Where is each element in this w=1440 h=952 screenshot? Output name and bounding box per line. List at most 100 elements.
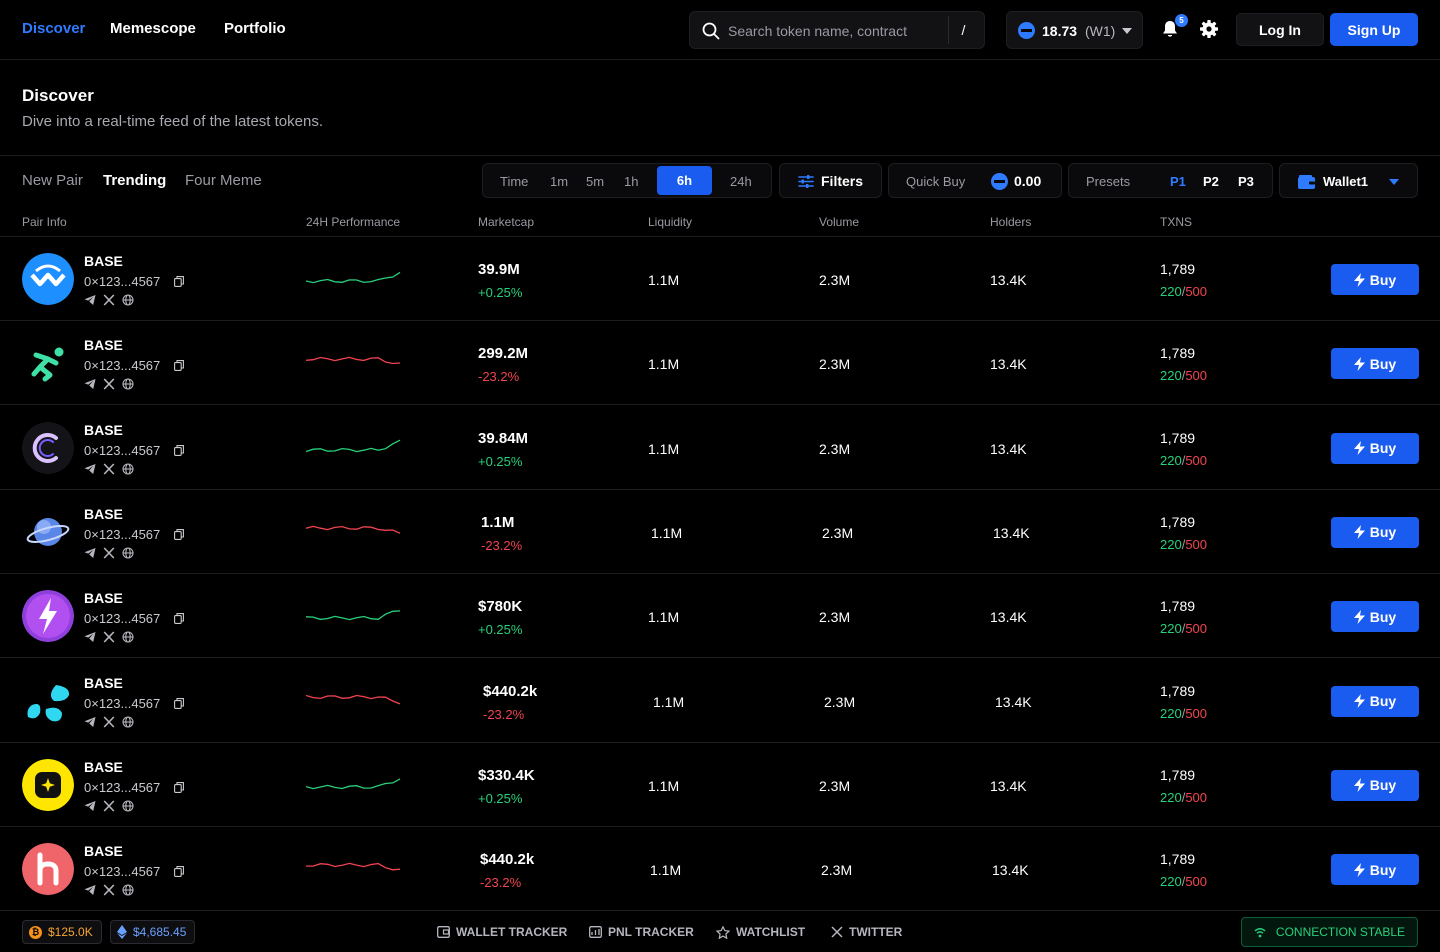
buy-button[interactable]: Buy [1331, 685, 1419, 717]
nav-link-portfolio[interactable]: Portfolio [224, 20, 286, 37]
gear-icon[interactable] [1199, 19, 1219, 39]
eth-price-pill[interactable]: $4,685.45 [110, 920, 196, 944]
table-row[interactable]: BASE 0×123...4567 $780K +0.25% 1.1M 2.3M… [0, 574, 1440, 659]
timeframe-1m[interactable]: 1m [550, 174, 569, 189]
x-logo-icon[interactable] [103, 378, 115, 390]
table-row[interactable]: BASE 0×123...4567 1.1M -23.2% 1.1M 2.3M … [0, 490, 1440, 574]
preset-p1[interactable]: P1 [1170, 174, 1186, 189]
txns-value: 1,789 [1160, 345, 1196, 362]
x-logo-icon[interactable] [103, 631, 115, 643]
table-row[interactable]: BASE 0×123...4567 $440.2k -23.2% 1.1M 2.… [0, 827, 1440, 912]
tab-four-meme[interactable]: Four Meme [185, 172, 262, 189]
telegram-icon[interactable] [84, 800, 96, 812]
timeframe-6h[interactable]: 6h [657, 166, 712, 195]
search-box: / [689, 11, 985, 49]
filters-button[interactable]: Filters [779, 163, 882, 198]
bell-icon[interactable] [1160, 19, 1180, 39]
buy-button[interactable]: Buy [1331, 601, 1419, 633]
telegram-icon[interactable] [84, 884, 96, 896]
balance-selector[interactable]: 18.73 (W1) [1006, 11, 1143, 49]
telegram-icon[interactable] [84, 716, 96, 728]
txns-buy-sell: 220/500 [1160, 536, 1208, 552]
buy-button[interactable]: Buy [1331, 854, 1419, 886]
x-logo-icon[interactable] [103, 547, 115, 559]
search-shortcut-key: / [948, 16, 978, 44]
btc-price-pill[interactable]: ₿ $125.0K [22, 920, 102, 944]
column-volume[interactable]: Volume [819, 215, 860, 229]
column-txns[interactable]: TXNS [1160, 215, 1193, 229]
x-logo-icon[interactable] [103, 463, 115, 475]
wallet-selector[interactable]: Wallet1 [1279, 163, 1418, 198]
globe-icon[interactable] [122, 800, 134, 812]
copy-icon[interactable] [174, 528, 184, 540]
watchlist-link[interactable]: WATCHLIST [716, 925, 805, 939]
signup-button[interactable]: Sign Up [1330, 13, 1418, 46]
presets: Presets P1 P2 P3 [1068, 163, 1273, 198]
buy-button[interactable]: Buy [1331, 769, 1419, 801]
buy-button[interactable]: Buy [1331, 432, 1419, 464]
table-row[interactable]: BASE 0×123...4567 $440.2k -23.2% 1.1M 2.… [0, 659, 1440, 743]
chain-label: BASE [84, 505, 123, 522]
marketcap-value: 39.9M [478, 261, 520, 278]
column-marketcap[interactable]: Marketcap [478, 215, 535, 229]
x-logo-icon[interactable] [103, 884, 115, 896]
nav-link-discover[interactable]: Discover [22, 20, 86, 37]
copy-icon[interactable] [174, 866, 184, 878]
tab-trending[interactable]: Trending [103, 172, 167, 189]
table-row[interactable]: BASE 0×123...4567 $330.4K +0.25% 1.1M 2.… [0, 743, 1440, 827]
x-logo-icon[interactable] [103, 715, 115, 728]
copy-icon[interactable] [174, 697, 184, 709]
copy-icon[interactable] [174, 276, 184, 287]
contract-address: 0×123...4567 [84, 274, 161, 289]
twitter-link[interactable]: TWITTER [831, 925, 902, 939]
buy-button[interactable]: Buy [1331, 516, 1419, 548]
tab-new-pair[interactable]: New Pair [22, 172, 83, 189]
txns-value: 1,789 [1160, 261, 1196, 277]
timeframe-24h[interactable]: 24h [730, 174, 752, 189]
globe-icon[interactable] [122, 294, 134, 306]
wallet-tracker-link[interactable]: WALLET TRACKER [437, 925, 567, 939]
column-holders[interactable]: Holders [990, 215, 1032, 229]
txns-sells: 500 [1185, 368, 1208, 384]
nav-link-memescope[interactable]: Memescope [110, 20, 196, 37]
telegram-icon[interactable] [84, 631, 96, 643]
telegram-icon[interactable] [84, 547, 96, 559]
table-row[interactable]: BASE 0×123...4567 299.2M -23.2% 1.1M 2.3… [0, 321, 1440, 406]
globe-icon[interactable] [122, 884, 134, 896]
globe-icon[interactable] [122, 547, 134, 559]
divider [0, 155, 1440, 156]
telegram-icon[interactable] [84, 378, 96, 390]
marketcap-value: $330.4K [478, 766, 535, 784]
preset-p3[interactable]: P3 [1238, 174, 1254, 189]
login-button[interactable]: Log In [1236, 13, 1324, 46]
telegram-icon[interactable] [84, 463, 96, 475]
timeframe-5m[interactable]: 5m [586, 174, 605, 189]
table-row[interactable]: BASE 0×123...4567 39.84M +0.25% 1.1M 2.3… [0, 406, 1440, 490]
quick-buy-amount[interactable]: 0.00 [1014, 173, 1042, 189]
buy-button[interactable]: Buy [1331, 264, 1419, 295]
buy-button[interactable]: Buy [1331, 348, 1419, 380]
search-input[interactable] [728, 20, 948, 42]
x-logo-icon[interactable] [103, 800, 115, 812]
marketcap-change: +0.25% [478, 622, 523, 638]
globe-icon[interactable] [122, 378, 134, 390]
copy-icon[interactable] [174, 781, 184, 793]
globe-icon[interactable] [122, 631, 134, 643]
social-links [84, 715, 134, 728]
globe-icon[interactable] [122, 463, 134, 475]
copy-icon[interactable] [174, 360, 184, 372]
copy-icon[interactable] [174, 444, 184, 456]
table-row[interactable]: BASE 0×123...4567 39.9M +0.25% 1.1M 2.3M… [0, 237, 1440, 321]
preset-p2[interactable]: P2 [1203, 174, 1219, 189]
globe-icon[interactable] [122, 715, 134, 728]
x-logo-icon[interactable] [103, 294, 115, 306]
timeframe-1h[interactable]: 1h [624, 174, 639, 189]
performance-sparkline [306, 271, 401, 284]
column-liquidity[interactable]: Liquidity [648, 215, 693, 229]
copy-icon[interactable] [174, 613, 184, 625]
chain-label: BASE [84, 253, 123, 269]
lightning-icon [1353, 525, 1365, 540]
telegram-icon[interactable] [84, 294, 96, 306]
sol-coin-icon [991, 173, 1008, 190]
pnl-tracker-link[interactable]: PNL TRACKER [589, 925, 694, 939]
